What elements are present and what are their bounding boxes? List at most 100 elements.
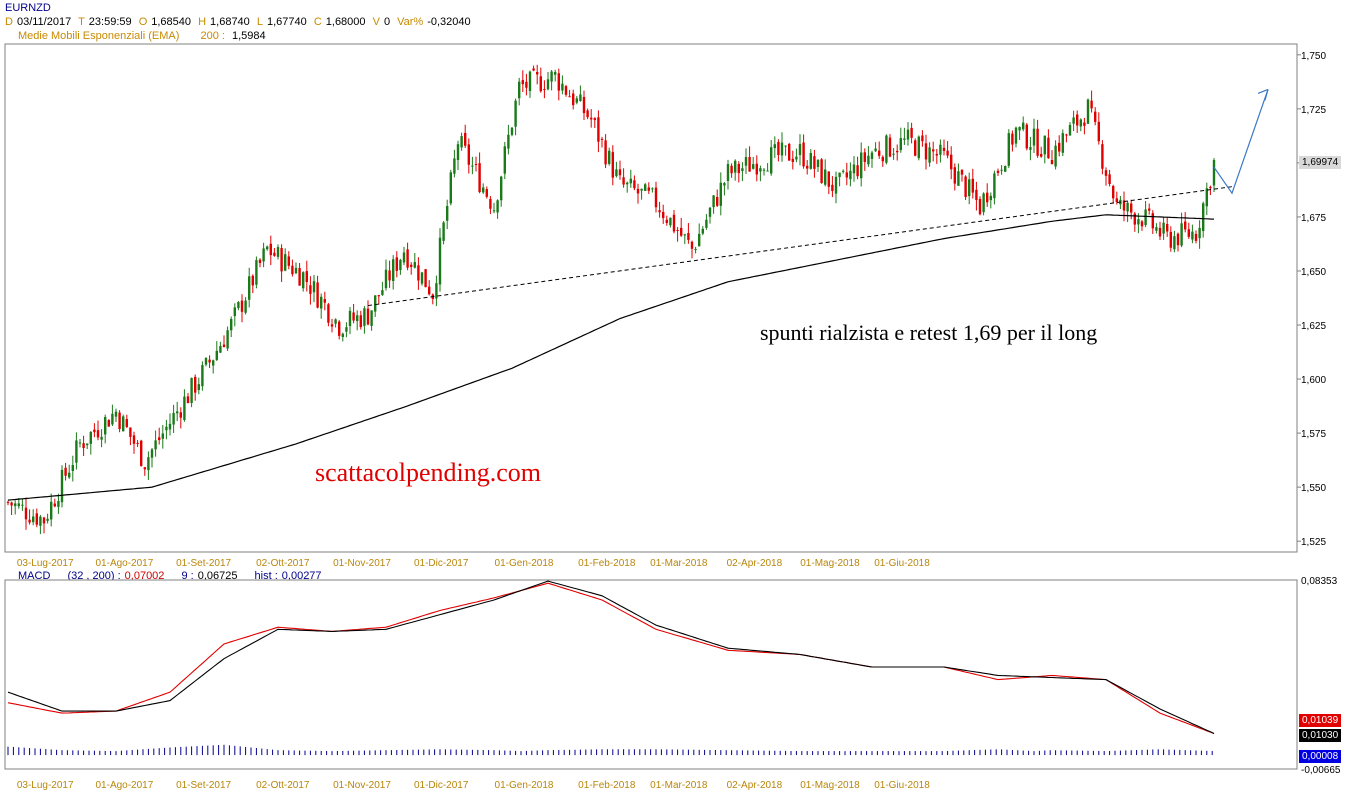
candle-body — [546, 79, 550, 90]
candle-body — [1043, 135, 1046, 155]
date-label: D — [5, 16, 13, 28]
candle-body — [921, 135, 924, 142]
candle-body — [881, 156, 884, 162]
candle-body — [1040, 153, 1043, 157]
candle-body — [474, 164, 478, 166]
candle-body — [356, 315, 359, 321]
candle-body — [705, 219, 708, 228]
candle-body — [150, 449, 154, 458]
candle-body — [1068, 124, 1072, 136]
candle-body — [140, 440, 143, 466]
candle-body — [719, 182, 722, 206]
candle-body — [942, 147, 946, 151]
candle-body — [802, 142, 805, 167]
candle-body — [615, 169, 618, 177]
signal-value-box: 0,01030 — [1299, 729, 1342, 742]
candle-body — [1072, 117, 1075, 124]
candle-body — [442, 222, 445, 241]
candle-body — [1007, 133, 1010, 166]
candle-body — [852, 164, 856, 174]
candle-body — [284, 254, 287, 271]
ema-header: Medie Mobili Esponenziali (EMA) 200 : 1,… — [18, 30, 270, 42]
open-label: O — [138, 16, 148, 28]
candle-body — [1076, 114, 1079, 126]
volume-value: 0 — [383, 16, 391, 28]
candle-body — [323, 299, 326, 303]
candle-body — [910, 127, 913, 138]
candle-body — [687, 232, 690, 240]
candle-body — [35, 513, 38, 525]
candle-body — [266, 246, 269, 250]
candle-body — [312, 281, 316, 293]
candle-body — [1022, 122, 1025, 130]
candle-body — [399, 259, 402, 271]
candle-body — [136, 442, 139, 444]
candle-body — [460, 136, 463, 148]
candle-body — [582, 96, 586, 114]
candle-body — [806, 165, 809, 169]
candle-body — [186, 396, 190, 404]
candle-body — [633, 180, 636, 189]
macd-date-tick-label: 01-Mag-2018 — [800, 780, 860, 791]
candle-body — [1029, 147, 1032, 150]
candle-body — [316, 282, 319, 308]
candle-body — [1058, 142, 1061, 152]
candle-body — [1140, 221, 1144, 227]
candle-body — [744, 157, 748, 166]
hist-value: 0,00277 — [281, 570, 322, 582]
candle-body — [302, 272, 305, 289]
var-value: -0,32040 — [427, 16, 471, 28]
candle-body — [820, 159, 823, 184]
candle-body — [222, 344, 226, 348]
high-value: 1,68740 — [210, 16, 250, 28]
candle-body — [201, 365, 204, 387]
candle-body — [21, 504, 24, 506]
candle-body — [1155, 227, 1158, 231]
candle-body — [809, 153, 812, 169]
candle-body — [104, 417, 107, 435]
candle-body — [1025, 124, 1028, 149]
close-label: C — [313, 16, 322, 28]
candle-body — [622, 177, 625, 185]
price-tick-label: 1,550 — [1301, 483, 1326, 494]
candle-body — [388, 270, 391, 281]
candle-body — [957, 171, 960, 186]
date-tick-label: 02-Ott-2017 — [256, 558, 310, 569]
candle-body — [716, 196, 719, 206]
candle-body — [161, 433, 164, 439]
candle-body — [50, 501, 53, 520]
candle-body — [669, 217, 672, 226]
candle-body — [424, 269, 427, 288]
date-tick-label: 01-Feb-2018 — [578, 558, 636, 569]
candle-body — [510, 127, 514, 135]
candle-body — [240, 300, 244, 312]
candle-body — [1176, 233, 1180, 246]
candle-body — [428, 286, 431, 295]
candle-body — [788, 143, 791, 161]
macd-value: 0,07002 — [124, 570, 165, 582]
macd-date-tick-label: 01-Giu-2018 — [874, 780, 930, 791]
candle-body — [1014, 127, 1018, 144]
candle-body — [906, 129, 910, 140]
candle-body — [726, 164, 730, 181]
candle-body — [554, 72, 557, 75]
candle-body — [438, 237, 442, 285]
macd-value-box: 0,01039 — [1299, 714, 1342, 727]
candle-body — [258, 259, 262, 264]
candle-body — [683, 234, 686, 236]
candle-body — [294, 267, 298, 274]
candle-body — [935, 153, 938, 156]
date-tick-label: 01-Mar-2018 — [650, 558, 708, 569]
candle-body — [644, 184, 647, 191]
candle-body — [968, 179, 971, 197]
macd-date-tick-label: 01-Mar-2018 — [650, 780, 708, 791]
price-tick-label: 1,675 — [1301, 213, 1326, 224]
var-label: Var% — [397, 16, 424, 28]
candle-body — [755, 163, 758, 175]
candle-body — [730, 165, 733, 174]
macd-date-tick-label: 01-Gen-2018 — [495, 780, 554, 791]
candle-body — [784, 145, 787, 147]
candle-body — [712, 195, 715, 208]
candle-body — [503, 146, 506, 174]
